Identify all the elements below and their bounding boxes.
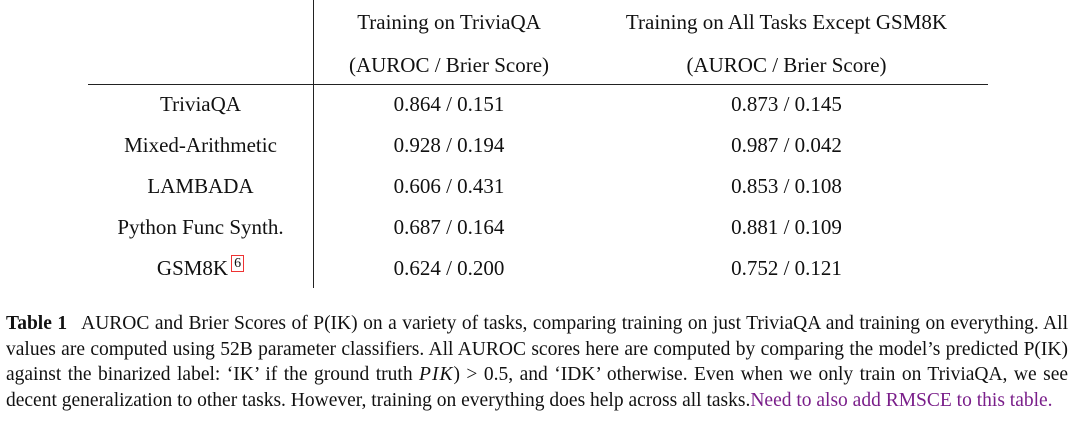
header-subtitle: (AUROC / Brier Score) bbox=[686, 53, 887, 77]
caption-text: AUROC and Brier Scores of P(IK) on a var… bbox=[6, 313, 1069, 386]
caption: Table 1 AUROC and Brier Scores of P(IK) o… bbox=[6, 311, 1068, 413]
caption-label: Table 1 bbox=[6, 313, 68, 334]
row-label-text: Python Func Synth. bbox=[117, 215, 284, 239]
caption-note: Need to also add RMSCE to this table. bbox=[750, 389, 1053, 411]
table-cell: 0.687 / 0.164 bbox=[393, 215, 505, 239]
row-label: LAMBADA bbox=[88, 171, 313, 201]
table-cell: 0.853 / 0.108 bbox=[731, 174, 842, 198]
row-label-text: LAMBADA bbox=[147, 174, 254, 198]
column-divider bbox=[313, 0, 314, 288]
table-cell: 0.752 / 0.121 bbox=[731, 256, 842, 280]
header-title: Training on All Tasks Except GSM8K bbox=[625, 10, 948, 34]
row-label: TriviaQA bbox=[88, 89, 313, 119]
row-label: Python Func Synth. bbox=[88, 212, 313, 242]
table-cell: 0.873 / 0.145 bbox=[731, 92, 842, 116]
table-cell: 0.928 / 0.194 bbox=[393, 133, 505, 157]
table-cell: 0.624 / 0.200 bbox=[393, 256, 505, 280]
table-cell: 0.864 / 0.151 bbox=[393, 92, 505, 116]
table-cell: 0.987 / 0.042 bbox=[731, 133, 842, 157]
row-label: Mixed-Arithmetic bbox=[88, 130, 313, 160]
caption-math: PIK bbox=[419, 364, 454, 386]
row-label-text: GSM8K bbox=[156, 256, 229, 280]
header-subtitle: (AUROC / Brier Score) bbox=[348, 53, 550, 77]
header-title: Training on TriviaQA bbox=[357, 10, 541, 34]
table-cell: 0.881 / 0.109 bbox=[731, 215, 842, 239]
header-rule bbox=[88, 84, 988, 85]
row-label-text: TriviaQA bbox=[160, 92, 241, 116]
row-label: GSM8K 6 bbox=[88, 253, 313, 283]
caption-text: ) > 0.5, and ‘IDK’ otherwise. Even when … bbox=[6, 364, 1068, 411]
row-label-text: Mixed-Arithmetic bbox=[124, 133, 277, 157]
table-cell: 0.606 / 0.431 bbox=[393, 174, 505, 198]
footnote-link[interactable]: 6 bbox=[231, 255, 245, 272]
